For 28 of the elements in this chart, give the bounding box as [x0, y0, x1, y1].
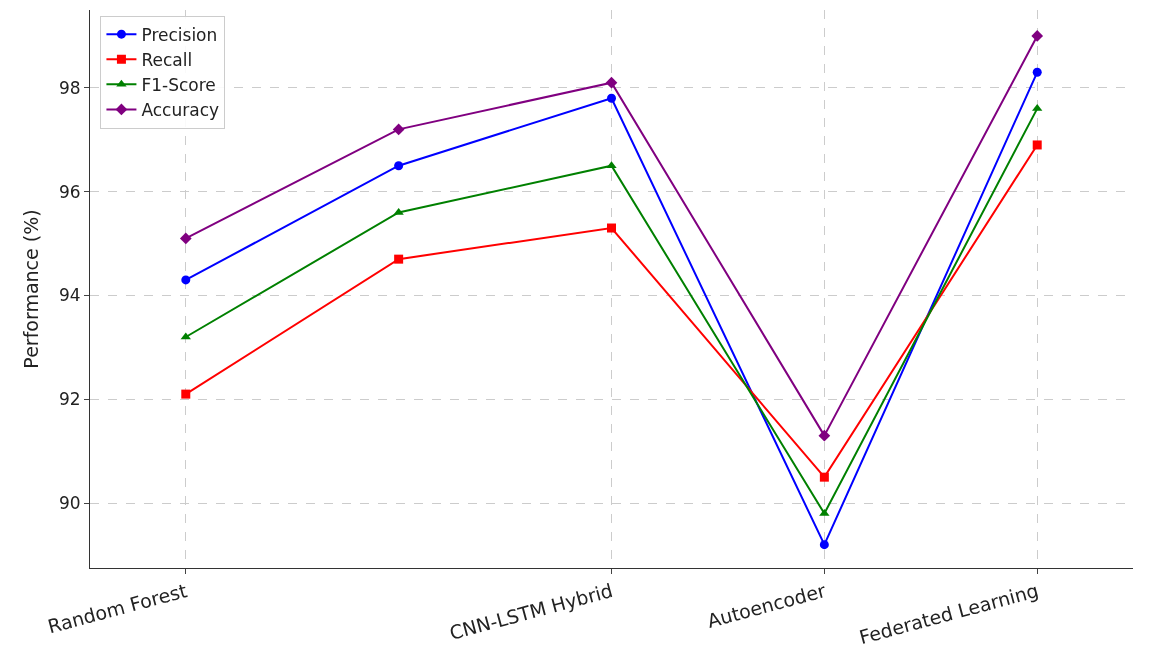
y-tick-label: 96	[58, 181, 81, 202]
point	[819, 540, 829, 550]
y-tick-label: 98	[58, 77, 81, 98]
point	[180, 332, 191, 340]
legend-label: Accuracy	[141, 100, 220, 121]
point	[1031, 30, 1044, 42]
point	[605, 76, 618, 89]
y-tick-label: 94	[58, 285, 81, 306]
point	[393, 207, 404, 215]
point	[1032, 140, 1042, 150]
point	[818, 429, 831, 442]
point	[392, 123, 405, 136]
y-axis-title: Performance (%)	[19, 209, 42, 369]
point	[394, 254, 404, 264]
point	[607, 93, 616, 103]
x-tick-label: Random Forest	[45, 579, 190, 638]
point	[179, 232, 192, 245]
legend-label: F1-Score	[141, 74, 216, 95]
point	[607, 223, 616, 233]
legend-label: Recall	[141, 49, 193, 70]
point	[181, 275, 191, 285]
point	[819, 472, 829, 482]
point	[1032, 67, 1042, 77]
point	[181, 389, 191, 399]
point	[394, 161, 404, 171]
y-tick-label: 92	[58, 389, 81, 410]
y-tick-label: 90	[58, 493, 81, 514]
legend-label: Precision	[141, 24, 218, 45]
